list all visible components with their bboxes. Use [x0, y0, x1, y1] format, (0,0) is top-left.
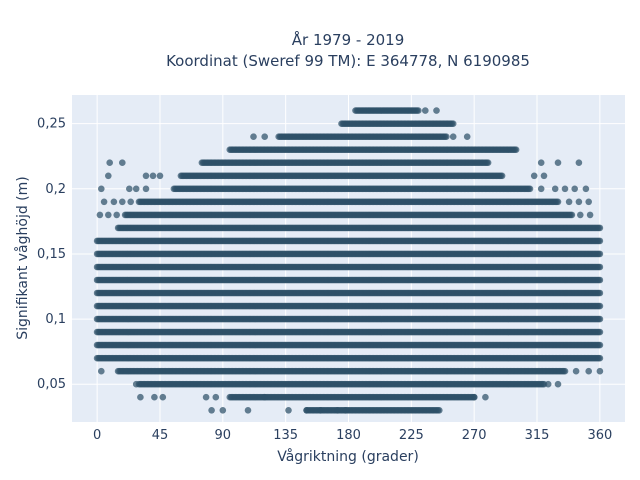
data-point	[596, 237, 604, 245]
data-point	[596, 250, 604, 258]
data-point	[596, 328, 604, 336]
data-point	[596, 315, 604, 323]
data-point	[596, 341, 604, 349]
data-point	[596, 224, 604, 232]
data-point	[596, 289, 604, 297]
data-point	[596, 276, 604, 284]
data-points	[93, 107, 604, 414]
data-point	[561, 367, 569, 375]
data-point	[596, 302, 604, 310]
data-point	[436, 407, 443, 414]
data-point	[596, 354, 604, 362]
data-point	[596, 263, 604, 271]
